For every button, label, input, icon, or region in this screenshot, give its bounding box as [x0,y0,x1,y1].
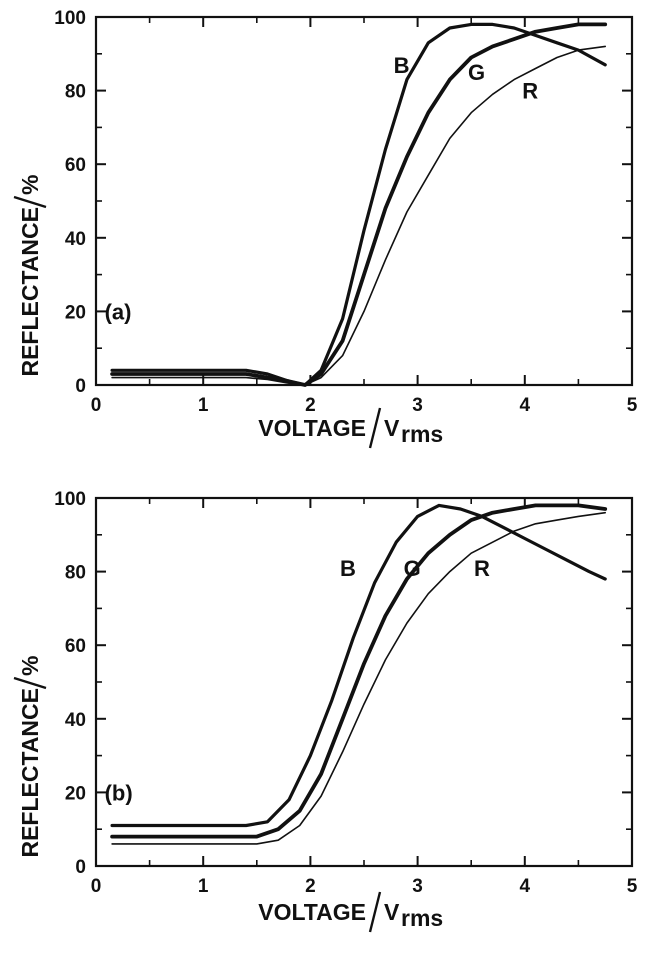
chart-2-x-tick-label: 1 [198,876,209,897]
chart-2-series-G-line [110,503,608,839]
chart-2-x-tick-label: 3 [412,876,423,897]
chart-2-x-axis-unit-sub: rms [401,905,443,931]
chart-2-y-tick-label: 40 [65,710,86,731]
chart-2-x-tick-label: 0 [91,876,102,897]
chart-1-y-axis-unit: % [17,175,43,195]
chart-1-x-tick-label: 5 [627,395,638,416]
chart-2-x-axis-title: VOLTAGE [258,899,366,925]
chart-2-y-axis-unit: % [17,656,43,676]
chart-1-series-R-label: R [522,79,538,104]
chart-2-y-tick-label: 60 [65,636,86,657]
chart-1-x-tick-label: 0 [91,395,102,416]
chart-2-x-axis-slash [368,891,382,933]
chart-2-series-R-label: R [474,556,490,581]
chart-2-y-tick-label: 80 [65,563,86,584]
chart-2-series-R-line [111,511,606,845]
chart-1-series-B-label: B [394,53,410,78]
chart-1-x-tick-label: 1 [198,395,209,416]
chart-1-y-tick-label: 80 [65,82,86,103]
chart-1-y-axis-slash [13,195,47,209]
chart-1-x-axis-unit-sub: rms [401,421,443,447]
chart-1-y-axis-title: REFLECTANCE [17,207,43,377]
chart-1-y-tick-label: 40 [65,229,86,250]
chart-2-series-B-line [110,503,607,828]
chart-1-x-tick-label: 2 [305,395,316,416]
chart-2-x-tick-label: 4 [520,876,531,897]
chart-1-y-tick-label: 0 [75,376,86,397]
chart-2-series-B-label: B [340,556,356,581]
chart-2-y-tick-label: 20 [65,783,86,804]
chart-1-y-axis-title-group: REFLECTANCE% [13,175,47,377]
chart-2-x-tick-label: 2 [305,876,316,897]
chart-1-y-tick-label: 60 [65,155,86,176]
chart-1-series-R-line [111,45,606,386]
chart-2-x-tick-label: 5 [627,876,638,897]
chart-1-x-axis-slash [368,407,382,449]
chart-1-x-tick-label: 3 [412,395,423,416]
chart-1-x-axis-unit: V [384,415,400,441]
chart-2-x-axis-unit: V [384,899,400,925]
chart-2-y-axis-title: REFLECTANCE [17,688,43,858]
chart-2-panel-label: (b) [105,780,133,805]
chart-1-series-G-label: G [468,60,485,85]
chart-2-y-tick-label: 100 [54,489,86,510]
chart-1-x-axis-title: VOLTAGE [258,415,366,441]
chart-1-series-G-line [110,22,608,387]
chart-2-y-tick-label: 0 [75,857,86,878]
chart-1-y-tick-label: 100 [54,8,86,29]
chart-2-y-axis-title-group: REFLECTANCE% [13,656,47,858]
chart-1-x-tick-label: 4 [520,395,531,416]
chart-1-plot-frame [94,15,634,387]
chart-2-y-axis-slash [13,676,47,690]
chart-1-y-tick-label: 20 [65,302,86,323]
chart-1-panel-label: (a) [105,299,132,324]
chart-2-series-G-label: G [404,556,421,581]
